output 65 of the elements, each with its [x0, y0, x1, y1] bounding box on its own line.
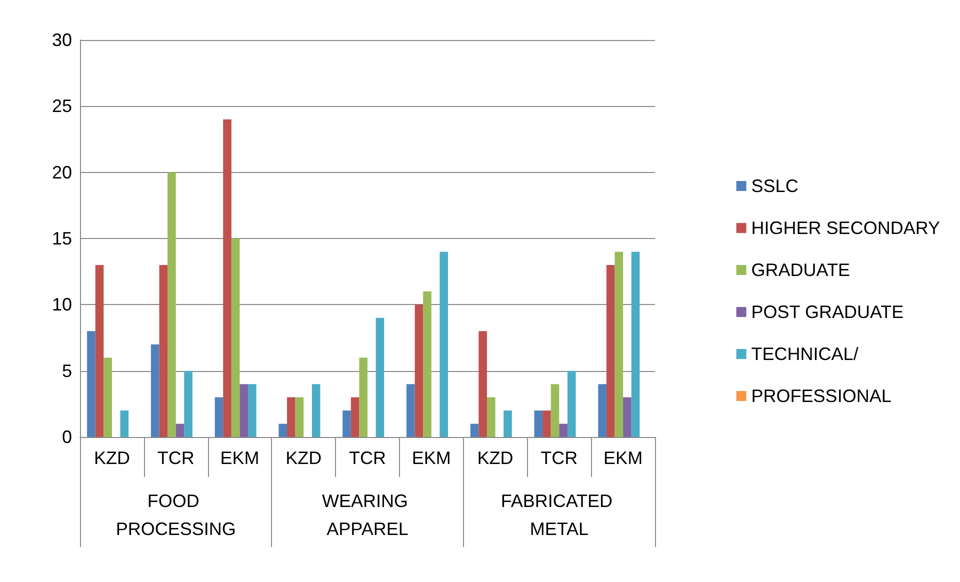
y-tick-label: 30: [52, 30, 72, 50]
bar: [312, 384, 320, 437]
bar: [470, 424, 479, 437]
bar: [120, 410, 129, 437]
x-tick-label: KZD: [94, 448, 130, 468]
legend-label: POST GRADUATE: [751, 302, 904, 322]
x-tick-label: KZD: [477, 448, 514, 468]
bar: [486, 397, 496, 437]
legend-label: PROFESSIONAL: [751, 386, 892, 406]
bar: [223, 119, 232, 437]
bar: [359, 358, 368, 437]
y-tick-label: 0: [62, 427, 72, 447]
bar: [95, 264, 104, 437]
x-tick-label: TCR: [157, 448, 194, 468]
y-tick-label: 5: [62, 360, 72, 381]
bar: [240, 384, 248, 437]
legend-label: SSLC: [751, 176, 798, 196]
bar: [478, 331, 487, 437]
bar: [376, 318, 384, 437]
bar: [440, 252, 448, 437]
text: FOOD PROCESSING: [116, 491, 236, 539]
bar: [287, 397, 296, 437]
bar: [567, 370, 576, 437]
bar: [406, 384, 415, 437]
y-tick-label: 10: [52, 294, 72, 315]
legend-label: GRADUATE: [751, 260, 850, 280]
bar: [231, 238, 240, 437]
bar: [87, 331, 96, 437]
x-tick-label: TCR: [349, 448, 386, 468]
bar: [598, 384, 606, 437]
bar: [534, 410, 543, 437]
x-tick-label: TCR: [540, 448, 578, 468]
y-tick-label: 15: [52, 228, 72, 248]
bar: [423, 291, 432, 437]
bar: [104, 358, 112, 437]
bar: [542, 410, 551, 437]
bar: [176, 424, 184, 437]
x-tick-label: EKM: [220, 448, 260, 468]
bar: [504, 410, 512, 437]
bar: [631, 252, 640, 437]
legend-label: HIGHER SECONDARY: [751, 218, 940, 238]
bar: [248, 384, 256, 437]
bar: [278, 424, 287, 437]
text: FABRICATED METAL: [500, 491, 618, 539]
bar: [184, 370, 192, 437]
x-tick-label: EKM: [412, 448, 451, 468]
x-tick-label: EKM: [604, 448, 643, 468]
bar: [168, 172, 176, 437]
bar: [550, 384, 560, 437]
bar: [342, 410, 351, 437]
bar: [214, 397, 224, 437]
y-tick-label: 25: [52, 96, 72, 116]
bar: [614, 252, 624, 437]
legend-label: TECHNICAL/: [751, 344, 858, 364]
bar: [159, 264, 168, 437]
bar: [295, 397, 304, 437]
bar: [414, 304, 424, 437]
text: WEARING APPAREL: [322, 491, 414, 539]
bar: [150, 344, 160, 437]
y-tick-label: 20: [52, 162, 72, 182]
x-tick-label: KZD: [286, 448, 322, 468]
bar: [623, 397, 632, 437]
bar: [350, 397, 360, 437]
bar: [606, 264, 615, 437]
bar: [559, 424, 568, 437]
